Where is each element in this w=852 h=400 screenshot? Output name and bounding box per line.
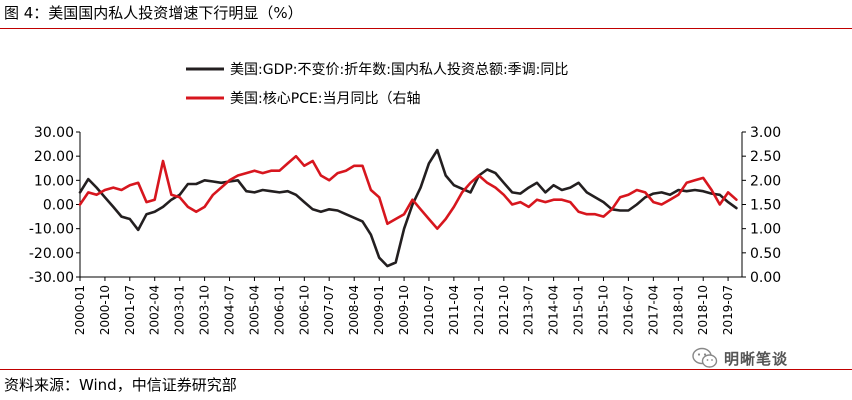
y-right-tick-label: 0.00 [750, 270, 781, 286]
y-right-tick-label: 1.00 [750, 222, 781, 238]
y-left-tick-label: 0.00 [43, 198, 74, 214]
x-tick-label: 2008-04 [347, 285, 361, 335]
y-right-tick-label: 1.50 [750, 198, 781, 214]
watermark: 明晰笔谈 [692, 345, 832, 371]
x-tick-label: 2019-07 [721, 285, 735, 335]
x-tick-label: 2015-01 [572, 285, 586, 335]
x-tick-label: 2002-04 [148, 285, 162, 335]
watermark-text: 明晰笔谈 [724, 349, 789, 368]
x-tick-label: 2014-04 [547, 285, 561, 335]
y-left-tick-label: 30.00 [34, 125, 74, 141]
x-tick-label: 2007-07 [322, 285, 336, 335]
source-note: 资料来源：Wind，中信证券研究部 [4, 376, 237, 394]
legend-label: 美国:GDP:不变价:折年数:国内私人投资总额:季调:同比 [230, 62, 568, 78]
x-tick-label: 2001-07 [123, 285, 137, 335]
x-tick-label: 2016-07 [621, 285, 635, 335]
x-tick-label: 2006-10 [297, 285, 311, 335]
x-tick-label: 2009-10 [397, 285, 411, 335]
x-tick-label: 2003-10 [198, 285, 212, 335]
y-left-tick-label: -20.00 [29, 246, 74, 262]
x-tick-label: 2012-10 [497, 285, 511, 335]
x-tick-label: 2003-01 [173, 285, 187, 335]
line-chart: 美国:GDP:不变价:折年数:国内私人投资总额:季调:同比美国:核心PCE:当月… [29, 62, 781, 335]
x-tick-label: 2012-01 [472, 285, 486, 335]
y-left-tick-label: -10.00 [29, 222, 74, 238]
y-right-tick-label: 0.50 [750, 246, 781, 262]
x-tick-label: 2000-01 [73, 285, 87, 335]
y-left-tick-label: 10.00 [34, 173, 74, 189]
x-tick-label: 2017-04 [646, 285, 660, 335]
x-tick-label: 2000-10 [98, 285, 112, 335]
chart-series [78, 148, 738, 268]
chart-legend: 美国:GDP:不变价:折年数:国内私人投资总额:季调:同比美国:核心PCE:当月… [186, 62, 568, 107]
x-tick-label: 2006-01 [272, 285, 286, 335]
series-line-core-pce [78, 154, 738, 230]
y-right-tick-label: 2.50 [750, 149, 781, 165]
wechat-icon [692, 347, 718, 368]
x-tick-label: 2009-01 [372, 285, 386, 335]
y-left-tick-label: -30.00 [29, 270, 74, 286]
figure-title: 图 4：美国国内私人投资增速下行明显（%） [4, 4, 303, 22]
x-tick-label: 2011-04 [447, 285, 461, 335]
x-tick-label: 2010-07 [422, 285, 436, 335]
y-right-tick-label: 3.00 [750, 125, 781, 141]
y-right-tick-label: 2.00 [750, 173, 781, 189]
x-tick-label: 2018-01 [671, 285, 685, 335]
legend-label: 美国:核心PCE:当月同比（右轴 [230, 91, 421, 107]
x-tick-label: 2013-07 [522, 285, 536, 335]
x-tick-label: 2018-10 [696, 285, 710, 335]
y-left-tick-label: 20.00 [34, 149, 74, 165]
x-tick-label: 2005-04 [247, 285, 261, 335]
series-line-investment [78, 148, 738, 268]
x-tick-label: 2004-07 [223, 285, 237, 335]
x-tick-label: 2015-10 [596, 285, 610, 335]
bottom-divider [0, 369, 852, 370]
top-divider [0, 28, 852, 29]
chart-axes: 30.00 20.00 10.00 0.00 -10.00 -20.00 -30.00 3.0… [29, 125, 781, 335]
